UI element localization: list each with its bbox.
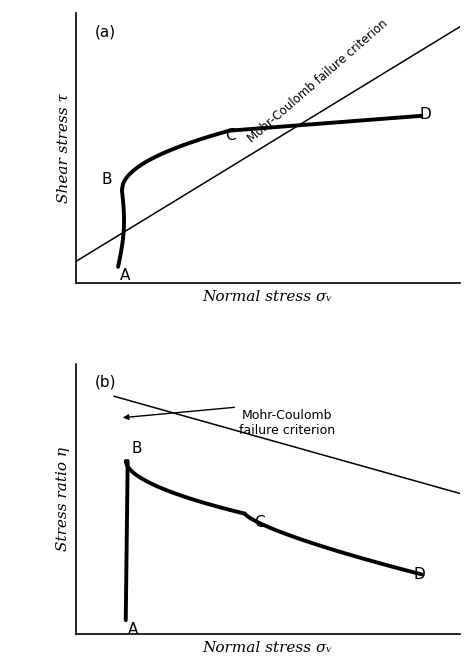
Text: B: B — [131, 441, 142, 456]
Text: Mohr-Coulomb
failure criterion: Mohr-Coulomb failure criterion — [239, 410, 335, 438]
Text: A: A — [128, 622, 138, 636]
Y-axis label: Shear stress τ: Shear stress τ — [56, 93, 70, 203]
Text: Mohr-Coulomb failure criterion: Mohr-Coulomb failure criterion — [246, 17, 390, 145]
X-axis label: Normal stress σᵥ: Normal stress σᵥ — [203, 640, 333, 654]
X-axis label: Normal stress σᵥ: Normal stress σᵥ — [203, 290, 333, 304]
Text: (b): (b) — [95, 375, 117, 390]
Text: (a): (a) — [95, 24, 116, 39]
Text: A: A — [120, 268, 130, 283]
Text: D: D — [414, 567, 426, 582]
Y-axis label: Stress ratio η: Stress ratio η — [56, 447, 70, 551]
Text: B: B — [102, 172, 112, 187]
Text: C: C — [226, 128, 236, 143]
Text: C: C — [255, 515, 265, 530]
Text: D: D — [419, 107, 431, 122]
